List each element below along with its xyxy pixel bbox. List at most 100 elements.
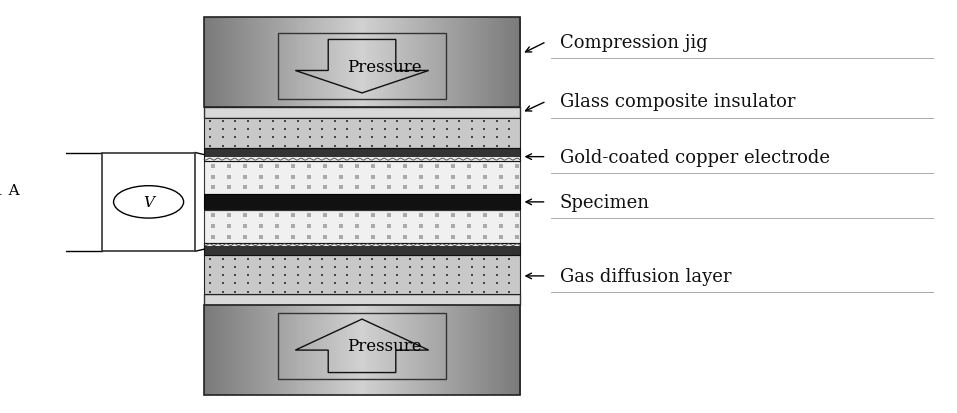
Bar <box>300 305 303 395</box>
Bar <box>388 305 389 395</box>
Bar <box>466 18 469 108</box>
Bar <box>269 305 272 395</box>
Bar <box>204 211 520 243</box>
Bar <box>237 18 240 108</box>
Bar <box>366 305 367 395</box>
Bar <box>204 161 520 194</box>
Bar <box>318 18 321 108</box>
Bar <box>340 18 343 108</box>
Bar <box>386 18 389 108</box>
Bar <box>101 153 195 252</box>
Bar <box>498 305 501 395</box>
Bar <box>514 18 516 108</box>
Bar <box>356 18 358 108</box>
Bar <box>204 149 520 161</box>
Bar <box>204 305 520 395</box>
Bar <box>501 305 503 395</box>
Bar <box>343 18 345 108</box>
Bar <box>402 18 404 108</box>
Bar <box>359 18 362 108</box>
Bar <box>449 18 452 108</box>
Bar <box>371 305 374 395</box>
Bar <box>345 305 347 395</box>
Bar <box>411 305 413 395</box>
Bar <box>517 305 519 395</box>
Bar <box>272 305 275 395</box>
Bar <box>354 18 357 108</box>
Bar <box>244 18 246 108</box>
Bar <box>221 305 224 395</box>
Bar <box>235 305 238 395</box>
Bar <box>510 18 513 108</box>
Bar <box>354 305 357 395</box>
Bar <box>474 305 477 395</box>
Bar <box>281 305 284 395</box>
Bar <box>204 256 520 295</box>
Bar <box>422 18 425 108</box>
Bar <box>212 305 214 395</box>
Bar <box>381 18 384 108</box>
Bar <box>332 305 335 395</box>
Bar <box>468 18 470 108</box>
Bar <box>316 18 319 108</box>
Bar <box>419 305 421 395</box>
Bar <box>460 18 462 108</box>
Bar <box>366 18 367 108</box>
Bar <box>310 305 312 395</box>
Bar <box>276 305 278 395</box>
Bar <box>395 305 397 395</box>
Bar <box>495 305 497 395</box>
Bar <box>299 18 301 108</box>
Bar <box>206 18 209 108</box>
Bar <box>379 305 382 395</box>
Bar <box>315 18 317 108</box>
Bar <box>361 18 363 108</box>
Bar <box>460 305 462 395</box>
Bar <box>362 18 365 108</box>
Bar <box>402 305 404 395</box>
Bar <box>204 305 207 395</box>
Bar <box>373 305 375 395</box>
Bar <box>334 305 336 395</box>
Bar <box>283 305 285 395</box>
Bar <box>405 18 407 108</box>
Bar <box>384 305 387 395</box>
Bar <box>286 18 289 108</box>
Bar <box>398 305 401 395</box>
Bar <box>250 305 253 395</box>
Bar <box>434 18 435 108</box>
Bar <box>505 18 508 108</box>
Bar <box>447 18 450 108</box>
Bar <box>384 18 387 108</box>
Bar <box>335 305 338 395</box>
Bar <box>212 18 214 108</box>
Bar <box>211 18 213 108</box>
Bar <box>223 305 226 395</box>
Bar <box>451 18 453 108</box>
Bar <box>264 18 267 108</box>
Bar <box>303 18 306 108</box>
Bar <box>204 194 520 211</box>
Bar <box>320 305 322 395</box>
Bar <box>374 305 377 395</box>
Bar <box>249 305 251 395</box>
Bar <box>300 18 303 108</box>
Bar <box>271 18 273 108</box>
Bar <box>208 305 210 395</box>
Bar <box>364 305 367 395</box>
Bar <box>323 305 325 395</box>
Bar <box>488 18 491 108</box>
Bar <box>204 118 520 149</box>
Bar <box>452 305 455 395</box>
Bar <box>405 305 407 395</box>
Bar <box>452 18 455 108</box>
Bar <box>245 18 248 108</box>
Bar <box>321 305 323 395</box>
Bar <box>247 18 249 108</box>
Bar <box>267 305 270 395</box>
Bar <box>430 305 433 395</box>
Bar <box>393 305 396 395</box>
Bar <box>291 305 294 395</box>
Text: Pressure: Pressure <box>347 59 421 76</box>
Bar <box>403 18 406 108</box>
